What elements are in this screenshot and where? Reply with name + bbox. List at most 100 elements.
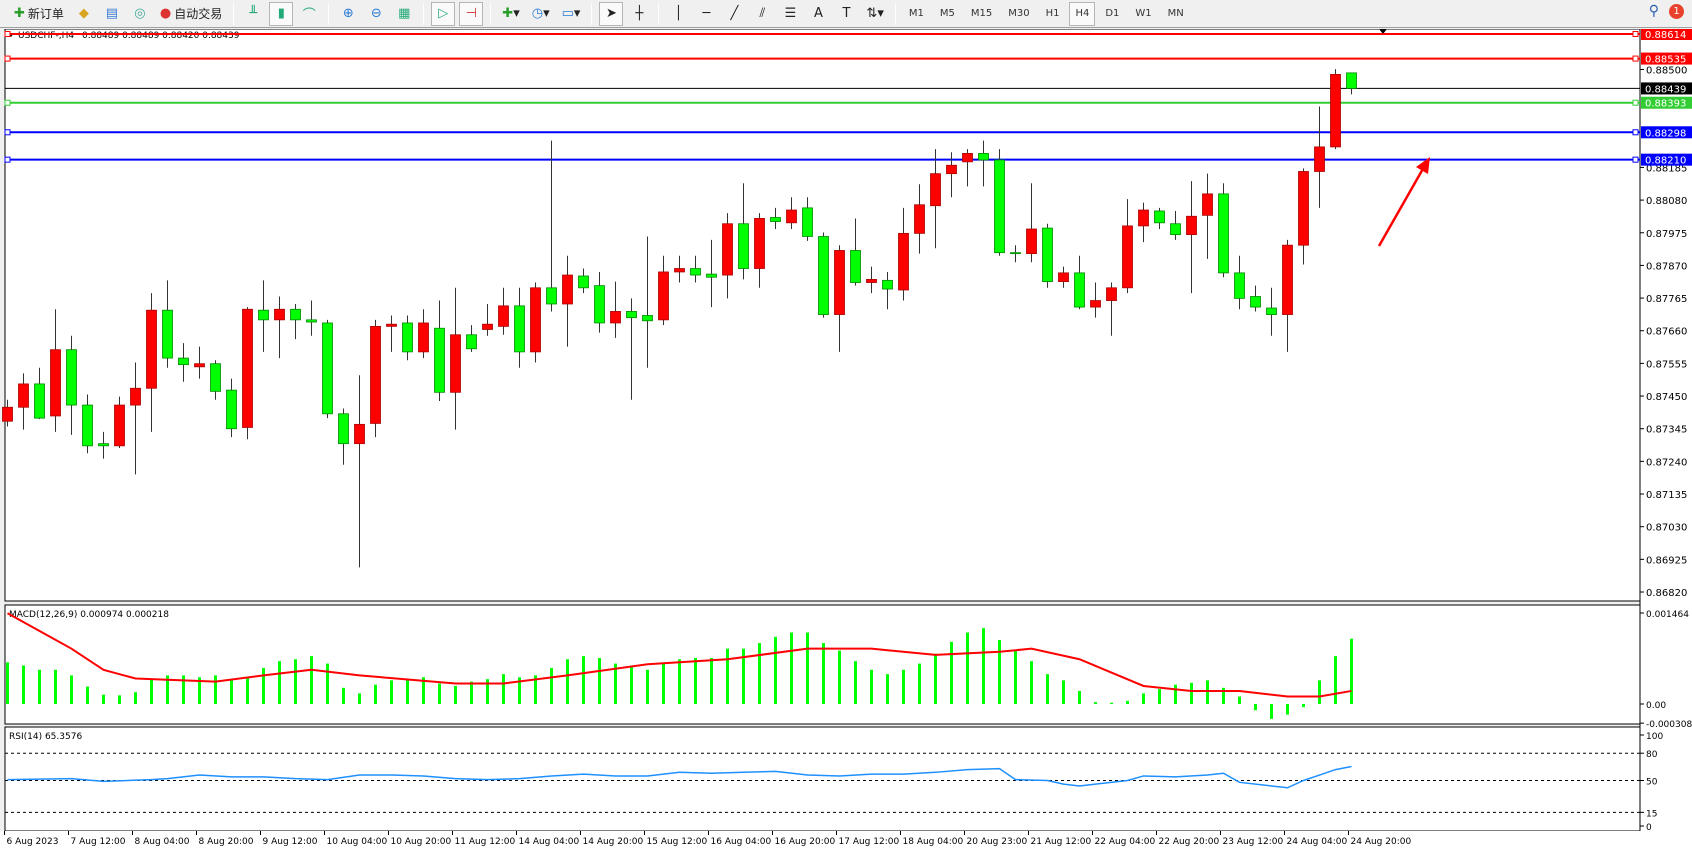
price-tick-label: 0.87240 [1646,457,1687,468]
macd-bar [358,693,361,704]
history-center-button[interactable]: ▤ [100,2,124,26]
timeframe-m15-button[interactable]: M15 [970,8,993,19]
zoom-in-button[interactable]: ⊕ [336,2,360,26]
time-label: 21 Aug 12:00 [1031,837,1092,847]
timeframe-m30-button[interactable]: M30 [1008,8,1030,19]
candle [354,375,365,568]
gold-bar-icon: ◆ [78,6,89,21]
crosshair-button[interactable]: ┼ [627,2,651,26]
candle [1282,239,1293,352]
candle [418,309,429,359]
vertical-line-button[interactable]: │ [666,2,690,26]
candle-body [1346,72,1357,89]
auto-scroll-button[interactable]: ▷ [431,1,456,26]
add-indicator-icon: ✚ [502,6,514,21]
candle-body [1202,193,1213,216]
time-label: 22 Aug 04:00 [1095,837,1156,847]
tile-windows-button[interactable]: ▦ [392,2,416,26]
macd-bar [886,674,889,704]
macd-bar [998,639,1001,704]
timeframe-m5-button[interactable]: M5 [939,8,955,19]
periods-button[interactable]: ◷ ▾ [531,6,550,21]
candle-body [226,389,237,430]
time-label: 16 Aug 20:00 [775,837,836,847]
candle [562,255,573,347]
candle-body [114,404,125,447]
candle-body [642,315,653,322]
candle-body [1186,215,1197,236]
chart-window[interactable]: 0.88500 0.88185 0.88080 0.87975 0.87870 0.877… [0,29,1692,855]
chart-shift-icon: ⊣ [465,6,477,21]
horizontal-line-button[interactable]: ─ [694,2,718,26]
candle [50,309,61,432]
macd-bar [630,665,633,704]
rsi-tick-label: 80 [1646,750,1658,760]
timeframe-mn-button[interactable]: MN [1167,8,1184,19]
macd-bar [470,681,473,704]
chart-shift-button[interactable]: ⊣ [459,1,484,26]
timeframe-h4-button[interactable]: H4 [1069,1,1096,26]
indicators-button[interactable]: ✚ ▾ [502,6,520,21]
candle-body [290,308,301,321]
candle [1266,287,1277,336]
chart-shift-marker-icon [1379,29,1387,34]
zoom-out-button[interactable]: ⊖ [364,2,388,26]
timeframe-m1-button[interactable]: M1 [908,8,924,19]
candle [1202,173,1213,259]
macd-bar [966,632,969,704]
search-icon[interactable]: ⚲ [1648,3,1659,19]
price-label: 0.88439 [1645,84,1686,95]
macd-tick-label: -0.000308 [1646,720,1692,730]
text-label-button[interactable]: T [834,2,858,26]
text-button[interactable]: A [806,2,830,26]
macd-bar [854,661,857,704]
candle [466,325,477,352]
time-label: 18 Aug 04:00 [903,837,964,847]
candle [1042,223,1053,288]
arrows-button[interactable]: ⇅ ▾ [866,6,884,21]
macd-bar [486,679,489,704]
candle [258,280,269,352]
equidistant-channel-button[interactable]: ⫽ [750,2,774,26]
bar-chart-button[interactable]: ╨ [241,2,265,26]
candle-body [322,322,333,415]
time-axis [0,831,1692,855]
macd-bar [294,659,297,704]
candle [2,399,13,427]
trendline-button[interactable]: ╱ [722,2,746,26]
auto-trading-button[interactable]: ● 自动交易 [159,6,223,21]
candle-body [802,207,813,237]
timeframe-w1-button[interactable]: W1 [1135,8,1152,19]
candle [1218,183,1229,278]
macd-bar [710,658,713,704]
market-watch-button[interactable]: ◆ [72,2,96,26]
candle-body [1106,287,1117,301]
time-label: 8 Aug 04:00 [135,837,190,847]
candle [690,255,701,283]
candle-body [498,305,509,327]
signals-button[interactable]: ◎ [128,2,152,26]
price-tick-label: 0.87660 [1646,327,1687,338]
macd-bar [1078,690,1081,704]
cursor-button[interactable]: ➤ [599,1,624,26]
candle [1250,285,1261,312]
line-chart-button[interactable]: ⌒ [297,2,321,26]
trendline-icon: ╱ [730,6,739,21]
macd-bar [902,669,905,704]
timeframe-d1-button[interactable]: D1 [1105,8,1120,19]
macd-bar [102,694,105,704]
candle [610,281,621,338]
new-order-button[interactable]: ✚ 新订单 [14,6,64,21]
candle [178,343,189,382]
notification-badge[interactable]: 1 [1669,3,1684,19]
macd-bar [502,674,505,704]
macd-bar [134,692,137,704]
timeframe-h1-button[interactable]: H1 [1045,8,1060,19]
templates-button[interactable]: ▭ ▾ [561,6,581,21]
candlestick-button[interactable]: ▮ [269,1,294,26]
fibonacci-button[interactable]: ☰ [778,2,802,26]
rsi-tick-label: 50 [1646,778,1658,788]
crosshair-icon: ┼ [635,6,644,21]
candle-body [898,232,909,291]
time-label: 24 Aug 20:00 [1351,837,1412,847]
